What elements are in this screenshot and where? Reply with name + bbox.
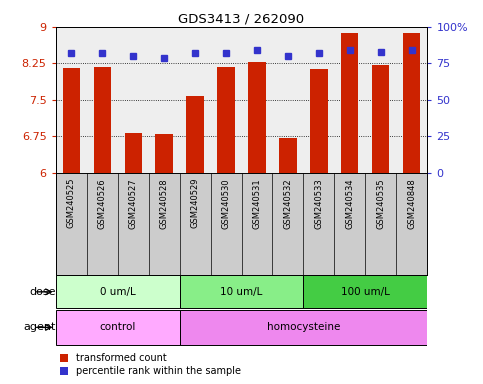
Text: GSM240532: GSM240532 bbox=[284, 178, 293, 228]
Text: GSM240534: GSM240534 bbox=[345, 178, 355, 228]
Text: GSM240848: GSM240848 bbox=[408, 178, 416, 228]
Text: control: control bbox=[99, 322, 136, 333]
Text: GSM240527: GSM240527 bbox=[128, 178, 138, 228]
Text: 0 um/L: 0 um/L bbox=[99, 287, 135, 297]
Bar bbox=[217, 67, 235, 173]
Bar bbox=[280, 138, 297, 173]
Bar bbox=[341, 33, 358, 173]
Bar bbox=[56, 310, 180, 345]
Bar bbox=[62, 68, 80, 173]
Bar bbox=[186, 96, 203, 173]
Text: 100 um/L: 100 um/L bbox=[341, 287, 390, 297]
Text: GSM240531: GSM240531 bbox=[253, 178, 261, 228]
Text: GSM240529: GSM240529 bbox=[190, 178, 199, 228]
Text: GSM240528: GSM240528 bbox=[159, 178, 169, 228]
Bar bbox=[56, 275, 180, 308]
Bar bbox=[303, 275, 427, 308]
Bar bbox=[311, 69, 327, 173]
Text: homocysteine: homocysteine bbox=[267, 322, 340, 333]
Text: agent: agent bbox=[23, 322, 56, 333]
Bar bbox=[180, 310, 427, 345]
Bar bbox=[180, 275, 303, 308]
Bar bbox=[403, 33, 421, 173]
Text: GSM240533: GSM240533 bbox=[314, 178, 324, 228]
Text: GSM240535: GSM240535 bbox=[376, 178, 385, 228]
Bar bbox=[248, 62, 266, 173]
Legend: transformed count, percentile rank within the sample: transformed count, percentile rank withi… bbox=[60, 353, 241, 376]
Bar bbox=[372, 65, 389, 173]
Bar bbox=[156, 134, 172, 173]
Text: 10 um/L: 10 um/L bbox=[220, 287, 263, 297]
Text: GSM240530: GSM240530 bbox=[222, 178, 230, 228]
Text: dose: dose bbox=[29, 287, 56, 297]
Text: GSM240525: GSM240525 bbox=[67, 178, 75, 228]
Title: GDS3413 / 262090: GDS3413 / 262090 bbox=[178, 13, 305, 26]
Bar bbox=[125, 133, 142, 173]
Bar bbox=[94, 67, 111, 173]
Text: GSM240526: GSM240526 bbox=[98, 178, 107, 228]
